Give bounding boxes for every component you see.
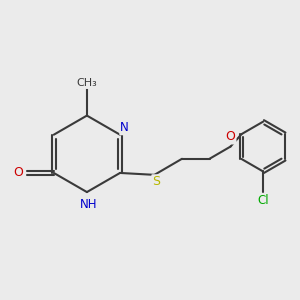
Text: NH: NH (80, 198, 98, 211)
Text: S: S (152, 175, 160, 188)
Text: CH₃: CH₃ (76, 78, 97, 88)
Text: O: O (14, 167, 23, 179)
Text: O: O (226, 130, 236, 143)
Text: Cl: Cl (257, 194, 269, 207)
Text: N: N (120, 121, 129, 134)
